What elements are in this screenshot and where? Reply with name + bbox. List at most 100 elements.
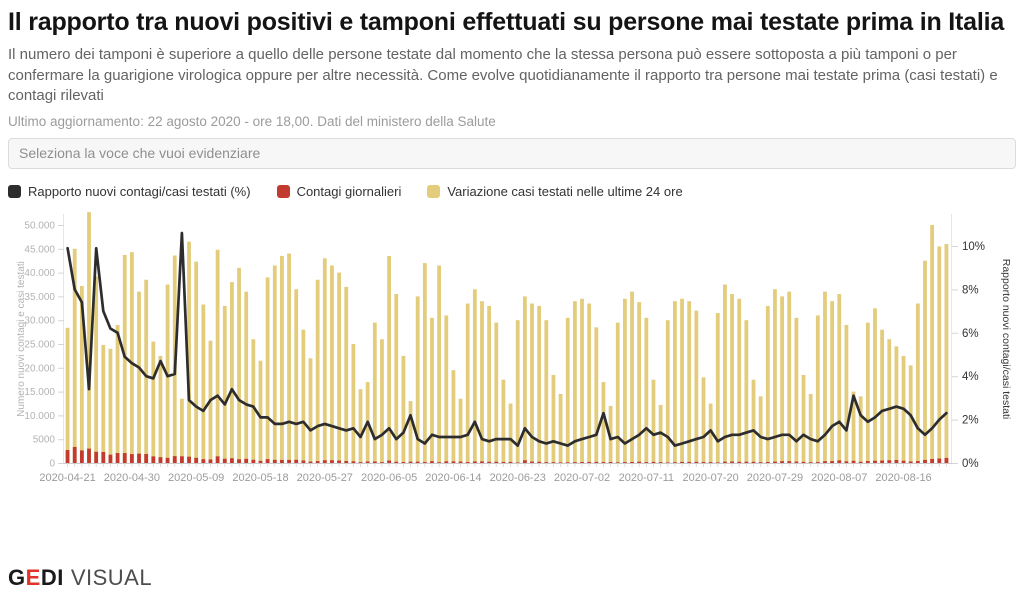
cases-bar	[758, 461, 763, 463]
cases-bar	[222, 458, 227, 463]
cases-bar	[215, 455, 220, 463]
legend-label-contagi: Contagi giornalieri	[296, 183, 402, 199]
cases-bar	[337, 460, 341, 463]
tested-bar	[151, 341, 156, 463]
cases-bar	[272, 459, 277, 463]
tested-bar	[201, 303, 206, 463]
tested-bar	[744, 319, 749, 463]
cases-bar	[287, 459, 291, 463]
cases-bar	[437, 461, 442, 463]
tested-bar	[294, 288, 299, 463]
tested-bar	[122, 254, 127, 463]
x-axis-date-label: 2020-05-27	[297, 472, 353, 484]
cases-bar	[801, 461, 806, 463]
cases-bar	[487, 461, 492, 463]
tested-bar	[565, 317, 570, 463]
tested-bar	[508, 403, 513, 463]
cases-bar	[137, 453, 141, 463]
cases-bar	[708, 461, 713, 463]
tested-bar	[873, 307, 877, 463]
right-axis-tick-label: 6%	[962, 327, 979, 339]
cases-bar	[394, 461, 399, 463]
tested-bar	[808, 393, 813, 463]
cases-bar	[72, 446, 77, 463]
tested-bar	[222, 305, 227, 463]
cases-bar	[65, 449, 70, 463]
tested-bar	[615, 322, 620, 463]
tested-bar	[587, 303, 592, 463]
left-axis-tick-label: 30.000	[24, 315, 55, 326]
right-axis-title: Rapporto nuovi contagi/casi testati	[1000, 258, 1012, 419]
cases-bar	[258, 460, 263, 463]
tested-bar	[230, 281, 234, 463]
cases-bar	[565, 461, 570, 463]
tested-bar	[237, 267, 241, 463]
cases-bar	[544, 461, 549, 463]
cases-bar	[787, 460, 792, 463]
tested-bar	[108, 348, 113, 463]
left-axis-tick-label: 15.000	[24, 387, 55, 398]
tested-bar	[572, 300, 577, 463]
cases-bar	[79, 449, 84, 463]
cases-bar	[665, 461, 670, 463]
cases-bar	[451, 460, 456, 463]
cases-bar	[265, 458, 270, 463]
cases-bar	[601, 461, 606, 463]
tested-bar	[551, 374, 556, 463]
page: Il rapporto tra nuovi positivi e tamponi…	[8, 8, 1016, 590]
cases-bar	[301, 459, 306, 463]
tested-bar	[894, 345, 899, 463]
highlight-select-input[interactable]	[8, 137, 1016, 169]
tested-bar	[580, 298, 584, 463]
tested-bar	[330, 264, 334, 463]
cases-bar	[158, 456, 163, 463]
cases-bar	[101, 451, 106, 463]
legend-swatch-contagi	[276, 184, 290, 198]
tested-bar	[244, 291, 249, 463]
cases-bar	[687, 461, 692, 463]
tested-bar	[258, 360, 263, 463]
tested-bar	[765, 305, 770, 463]
cases-bar	[930, 458, 935, 463]
tested-bar	[437, 264, 442, 463]
cases-bar	[201, 458, 206, 463]
cases-bar	[358, 461, 363, 463]
legend-item-casi-testati: Variazione casi testati nelle ultime 24 …	[427, 184, 683, 199]
cases-bar	[572, 461, 577, 463]
tested-bar	[372, 322, 377, 463]
tested-bar	[708, 403, 713, 463]
cases-bar	[515, 461, 520, 463]
tested-bar	[601, 381, 606, 463]
cases-bar	[380, 461, 384, 463]
cases-bar	[615, 461, 620, 463]
tested-bar	[351, 343, 356, 463]
left-axis-tick-label: 50.000	[24, 220, 55, 231]
cases-bar	[344, 460, 349, 463]
cases-bar	[923, 459, 927, 463]
cases-bar	[937, 457, 942, 463]
right-axis-tick-label: 8%	[962, 284, 979, 296]
x-axis-date-label: 2020-05-18	[232, 472, 288, 484]
tested-bar	[515, 319, 520, 463]
cases-bar	[237, 458, 241, 463]
cases-bar	[308, 461, 313, 463]
tested-bar	[887, 338, 892, 463]
tested-bar	[472, 288, 477, 463]
cases-bar	[694, 461, 699, 463]
tested-bar	[387, 255, 392, 463]
cases-bar	[637, 461, 642, 463]
cases-bar	[558, 461, 563, 463]
gedi-logo: GEDI	[8, 565, 64, 590]
cases-bar	[551, 461, 556, 463]
tested-bar	[65, 327, 70, 463]
cases-bar	[737, 461, 742, 463]
tested-bar	[487, 305, 492, 463]
tested-bar	[179, 398, 184, 463]
cases-bar	[408, 461, 413, 463]
x-axis-date-label: 2020-06-14	[425, 472, 481, 484]
cases-bar	[823, 460, 827, 463]
page-title: Il rapporto tra nuovi positivi e tamponi…	[8, 8, 1005, 36]
tested-bar	[144, 279, 149, 463]
tested-bar	[215, 249, 220, 463]
tested-bar	[687, 300, 692, 463]
